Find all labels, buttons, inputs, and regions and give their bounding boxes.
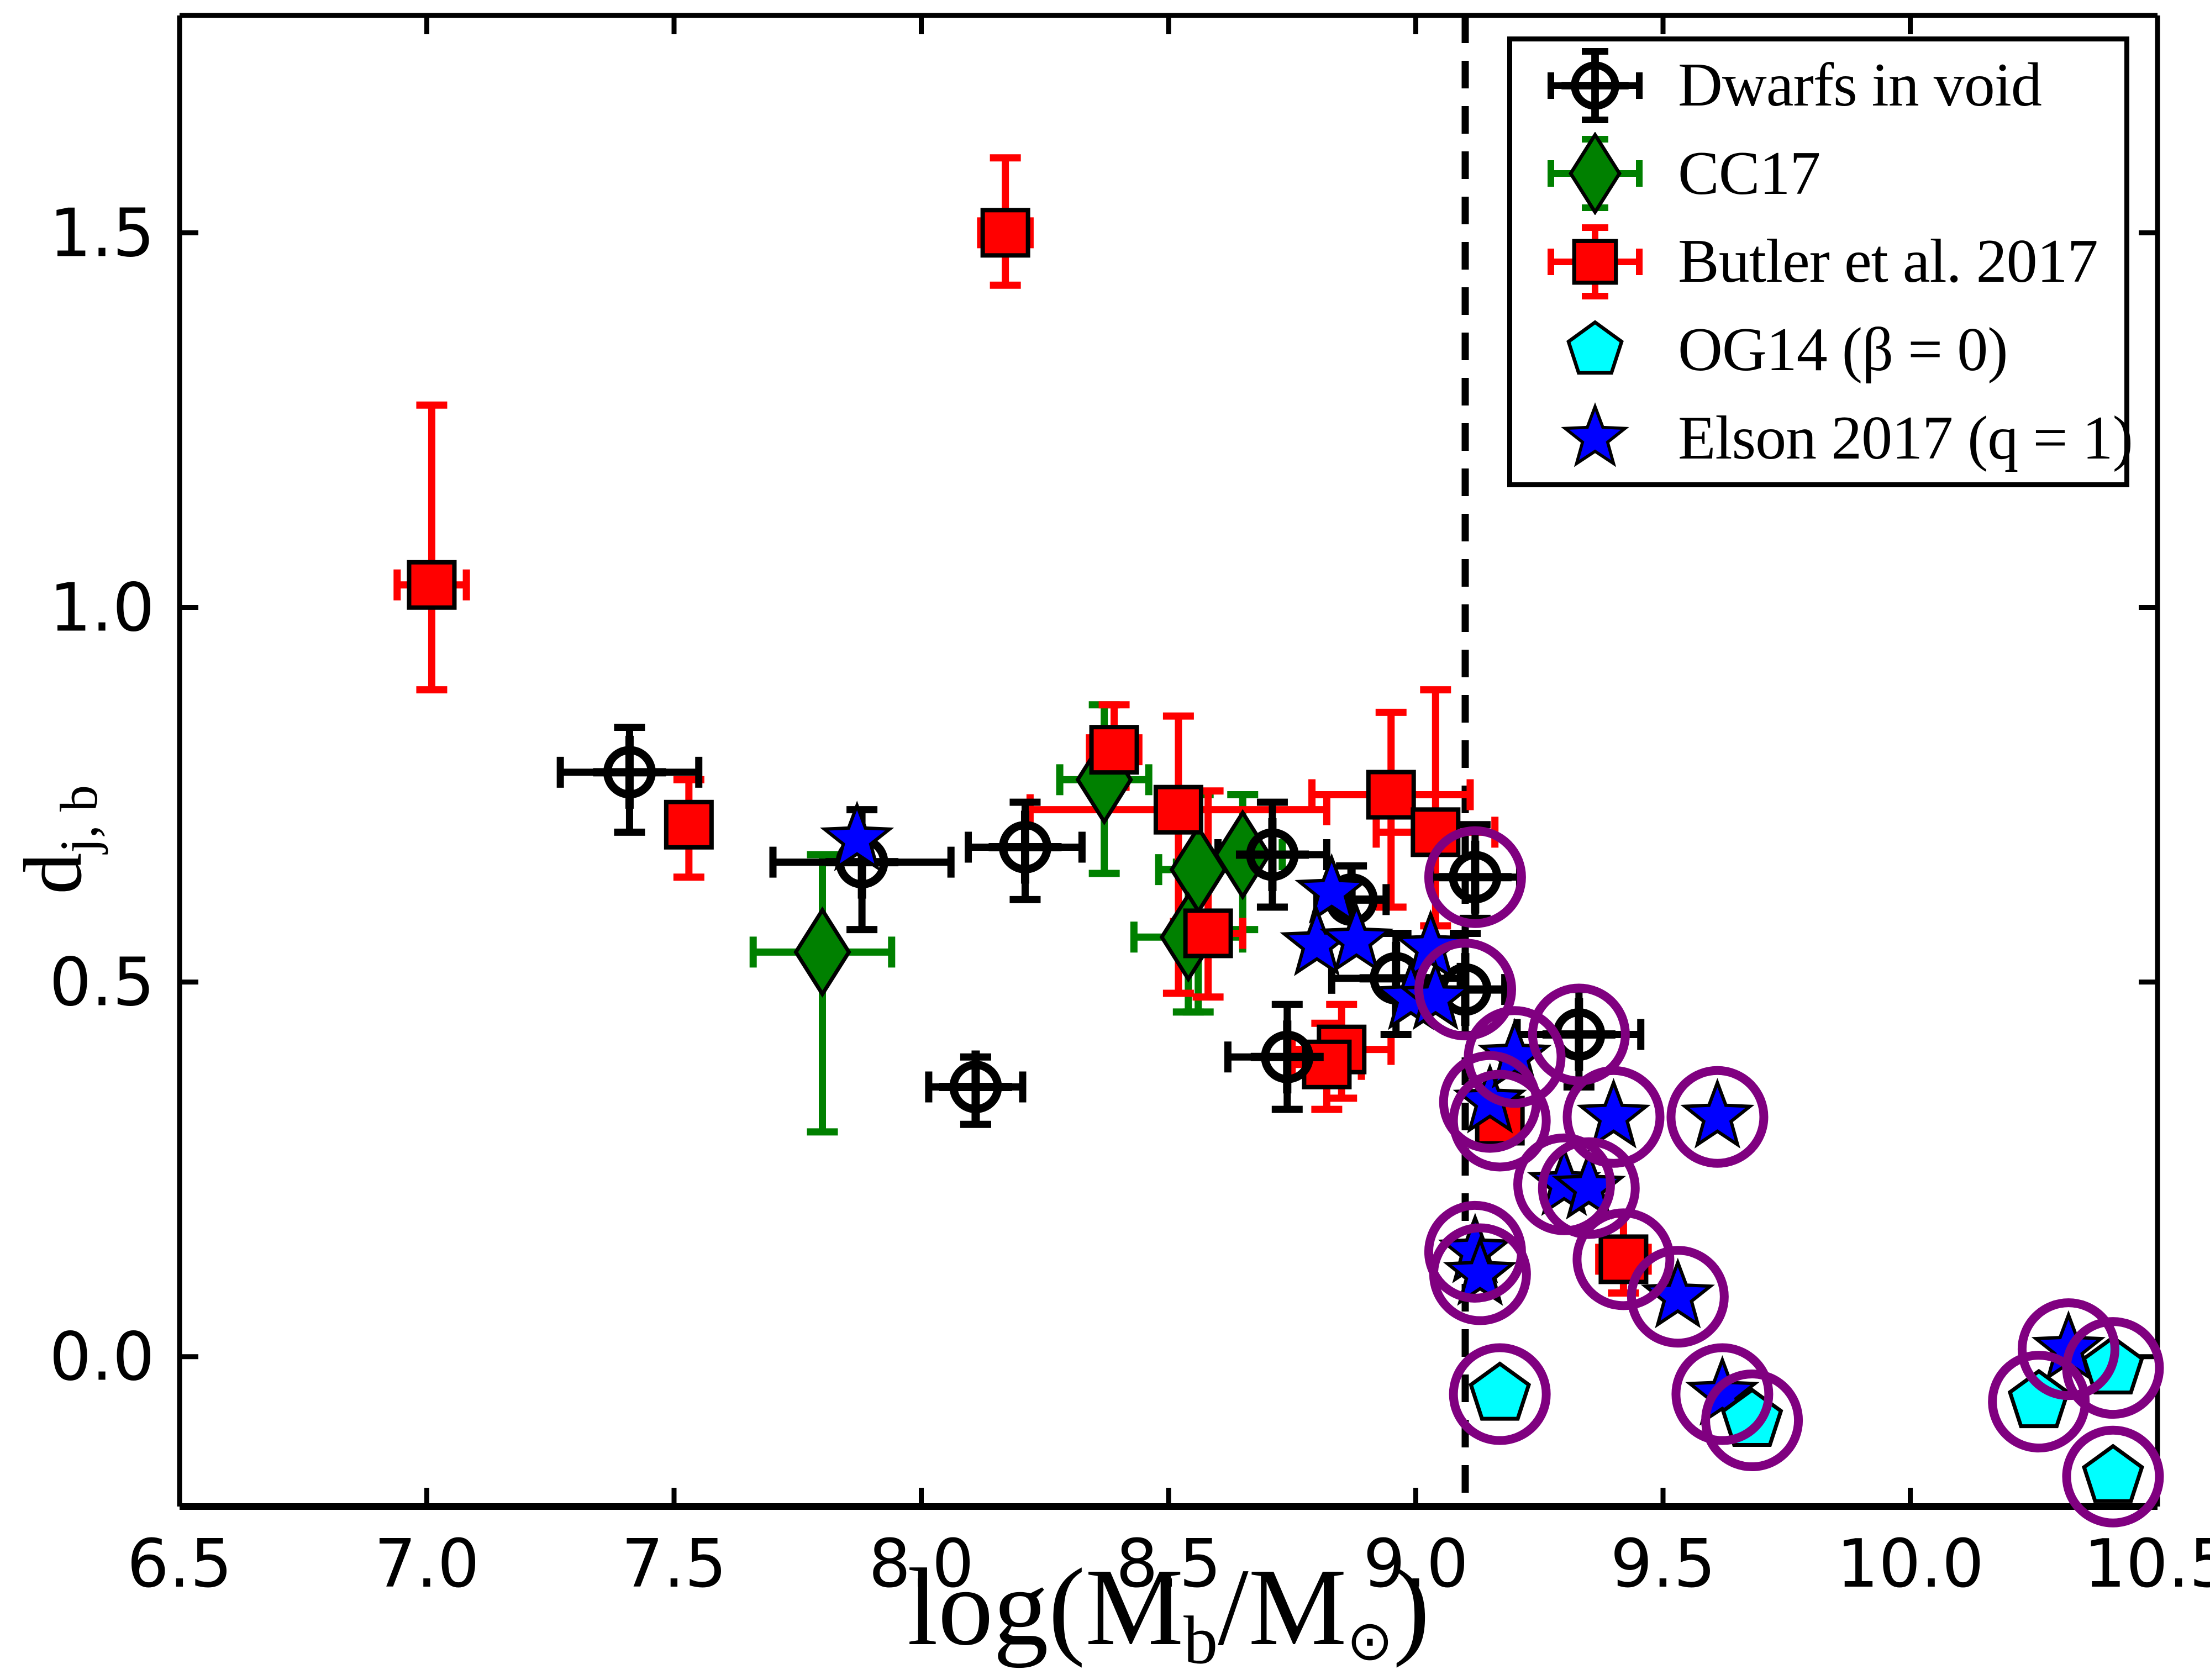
xlabel-pre: log(M <box>907 1546 1184 1668</box>
pentagon-marker <box>1469 1361 1532 1421</box>
purple-ring <box>1671 1343 1774 1445</box>
circle-cross-marker <box>603 746 656 799</box>
square-marker <box>980 208 1030 258</box>
purple-ring <box>1449 1343 1551 1445</box>
star-marker <box>1477 1018 1552 1089</box>
circle-cross-marker <box>1571 61 1619 110</box>
square-icon <box>1548 224 1643 299</box>
legend-item-elson: Elson 2017 (q = 1) <box>1512 397 2133 480</box>
x-tick-label: 9.0 <box>1363 1526 1469 1603</box>
purple-ring <box>2017 1298 2119 1400</box>
x-axis-label: log(Mb/M⊙) <box>616 1544 1721 1680</box>
sun-symbol-icon: ⊙ <box>1346 1608 1393 1673</box>
diamond-marker <box>793 906 851 998</box>
y-tick-label: 0.5 <box>49 945 155 1021</box>
square-marker <box>1366 770 1416 820</box>
y-tick-label: 0.0 <box>49 1319 155 1396</box>
circle-cross-icon <box>1548 48 1643 123</box>
pentagon-marker <box>2081 1444 2144 1503</box>
star-marker <box>1561 402 1629 467</box>
x-tick-label: 7.0 <box>374 1526 480 1603</box>
square-marker <box>1572 239 1618 285</box>
square-marker <box>664 799 714 850</box>
x-tick-label: 8.0 <box>869 1526 974 1603</box>
legend-item-butler: Butler et al. 2017 <box>1512 220 2124 303</box>
square-marker <box>1153 784 1203 835</box>
ylabel-main: d <box>7 852 99 894</box>
y-axis-label: dj, b <box>6 619 110 1061</box>
square-marker <box>1183 908 1233 959</box>
purple-ring <box>1449 1070 1551 1172</box>
circle-cross-marker <box>998 820 1051 873</box>
purple-ring <box>1562 1066 1665 1168</box>
purple-ring <box>2062 1425 2164 1528</box>
x-tick-label: 10.5 <box>2083 1526 2210 1603</box>
diamond-icon <box>1548 132 1643 215</box>
purple-ring <box>2062 1317 2164 1419</box>
x-tick-label: 6.5 <box>127 1526 233 1603</box>
legend-label-cc17: CC17 <box>1678 139 1820 208</box>
star-marker <box>1319 902 1394 973</box>
star-marker <box>1443 1235 1517 1306</box>
ylabel-sub: j, b <box>49 785 108 853</box>
legend-label-elson: Elson 2017 (q = 1) <box>1678 403 2133 472</box>
x-tick-label: 9.5 <box>1611 1526 1716 1603</box>
circle-cross-marker <box>1261 1030 1314 1083</box>
star-icon <box>1561 402 1629 467</box>
star-marker <box>820 800 894 872</box>
xlabel-sub-b: b <box>1183 1602 1218 1678</box>
circle-cross-marker <box>1246 828 1299 881</box>
purple-ring <box>1424 826 1526 928</box>
y-tick-label: 1.0 <box>49 570 155 646</box>
legend-item-og14: OG14 (β = 0) <box>1512 309 2124 392</box>
pentagon-icon <box>1566 319 1624 375</box>
star-marker <box>1680 1078 1755 1149</box>
legend-box: Dwarfs in void CC17 Butler et al. 2017 O… <box>1507 36 2133 487</box>
legend-label-butler: Butler et al. 2017 <box>1678 227 2098 296</box>
purple-ring <box>1666 1066 1769 1168</box>
legend-item-dwarfs: Dwarfs in void <box>1512 44 2124 127</box>
x-tick-label: 7.5 <box>622 1526 727 1603</box>
legend-label-og14: OG14 (β = 0) <box>1678 315 2008 385</box>
pentagon-marker <box>1566 319 1624 375</box>
xlabel-mid: /M <box>1218 1546 1347 1668</box>
pentagon-marker <box>2007 1368 2070 1429</box>
y-tick-label: 1.5 <box>49 195 155 272</box>
purple-ring <box>1538 1137 1640 1239</box>
square-marker <box>1089 725 1139 775</box>
diamond-marker <box>1569 132 1622 215</box>
star-marker <box>1640 1257 1715 1329</box>
circle-cross-marker <box>949 1060 1002 1113</box>
purple-ring <box>1414 939 1516 1041</box>
star-marker <box>1576 1078 1651 1149</box>
legend-label-dwarfs: Dwarfs in void <box>1678 51 2042 120</box>
star-marker <box>1398 959 1473 1030</box>
xlabel-post: ) <box>1393 1546 1430 1668</box>
purple-ring <box>1429 1223 1531 1325</box>
legend-item-cc17: CC17 <box>1512 132 2124 215</box>
x-tick-label: 8.5 <box>1116 1526 1222 1603</box>
square-marker <box>407 560 457 610</box>
purple-ring <box>1464 1006 1566 1108</box>
star-marker <box>1295 853 1369 924</box>
purple-ring <box>1701 1370 1803 1472</box>
star-marker <box>1685 1355 1760 1426</box>
x-tick-label: 10.0 <box>1837 1526 1984 1603</box>
circle-cross-marker <box>1449 851 1502 904</box>
purple-ring <box>1627 1246 1729 1348</box>
